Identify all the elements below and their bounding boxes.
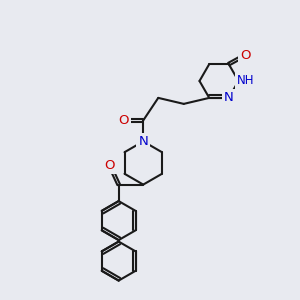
Text: O: O [240,49,250,62]
Text: N: N [138,135,148,148]
Text: N: N [224,92,234,104]
Text: NH: NH [237,74,255,88]
Text: O: O [104,159,115,172]
Text: O: O [118,114,129,127]
